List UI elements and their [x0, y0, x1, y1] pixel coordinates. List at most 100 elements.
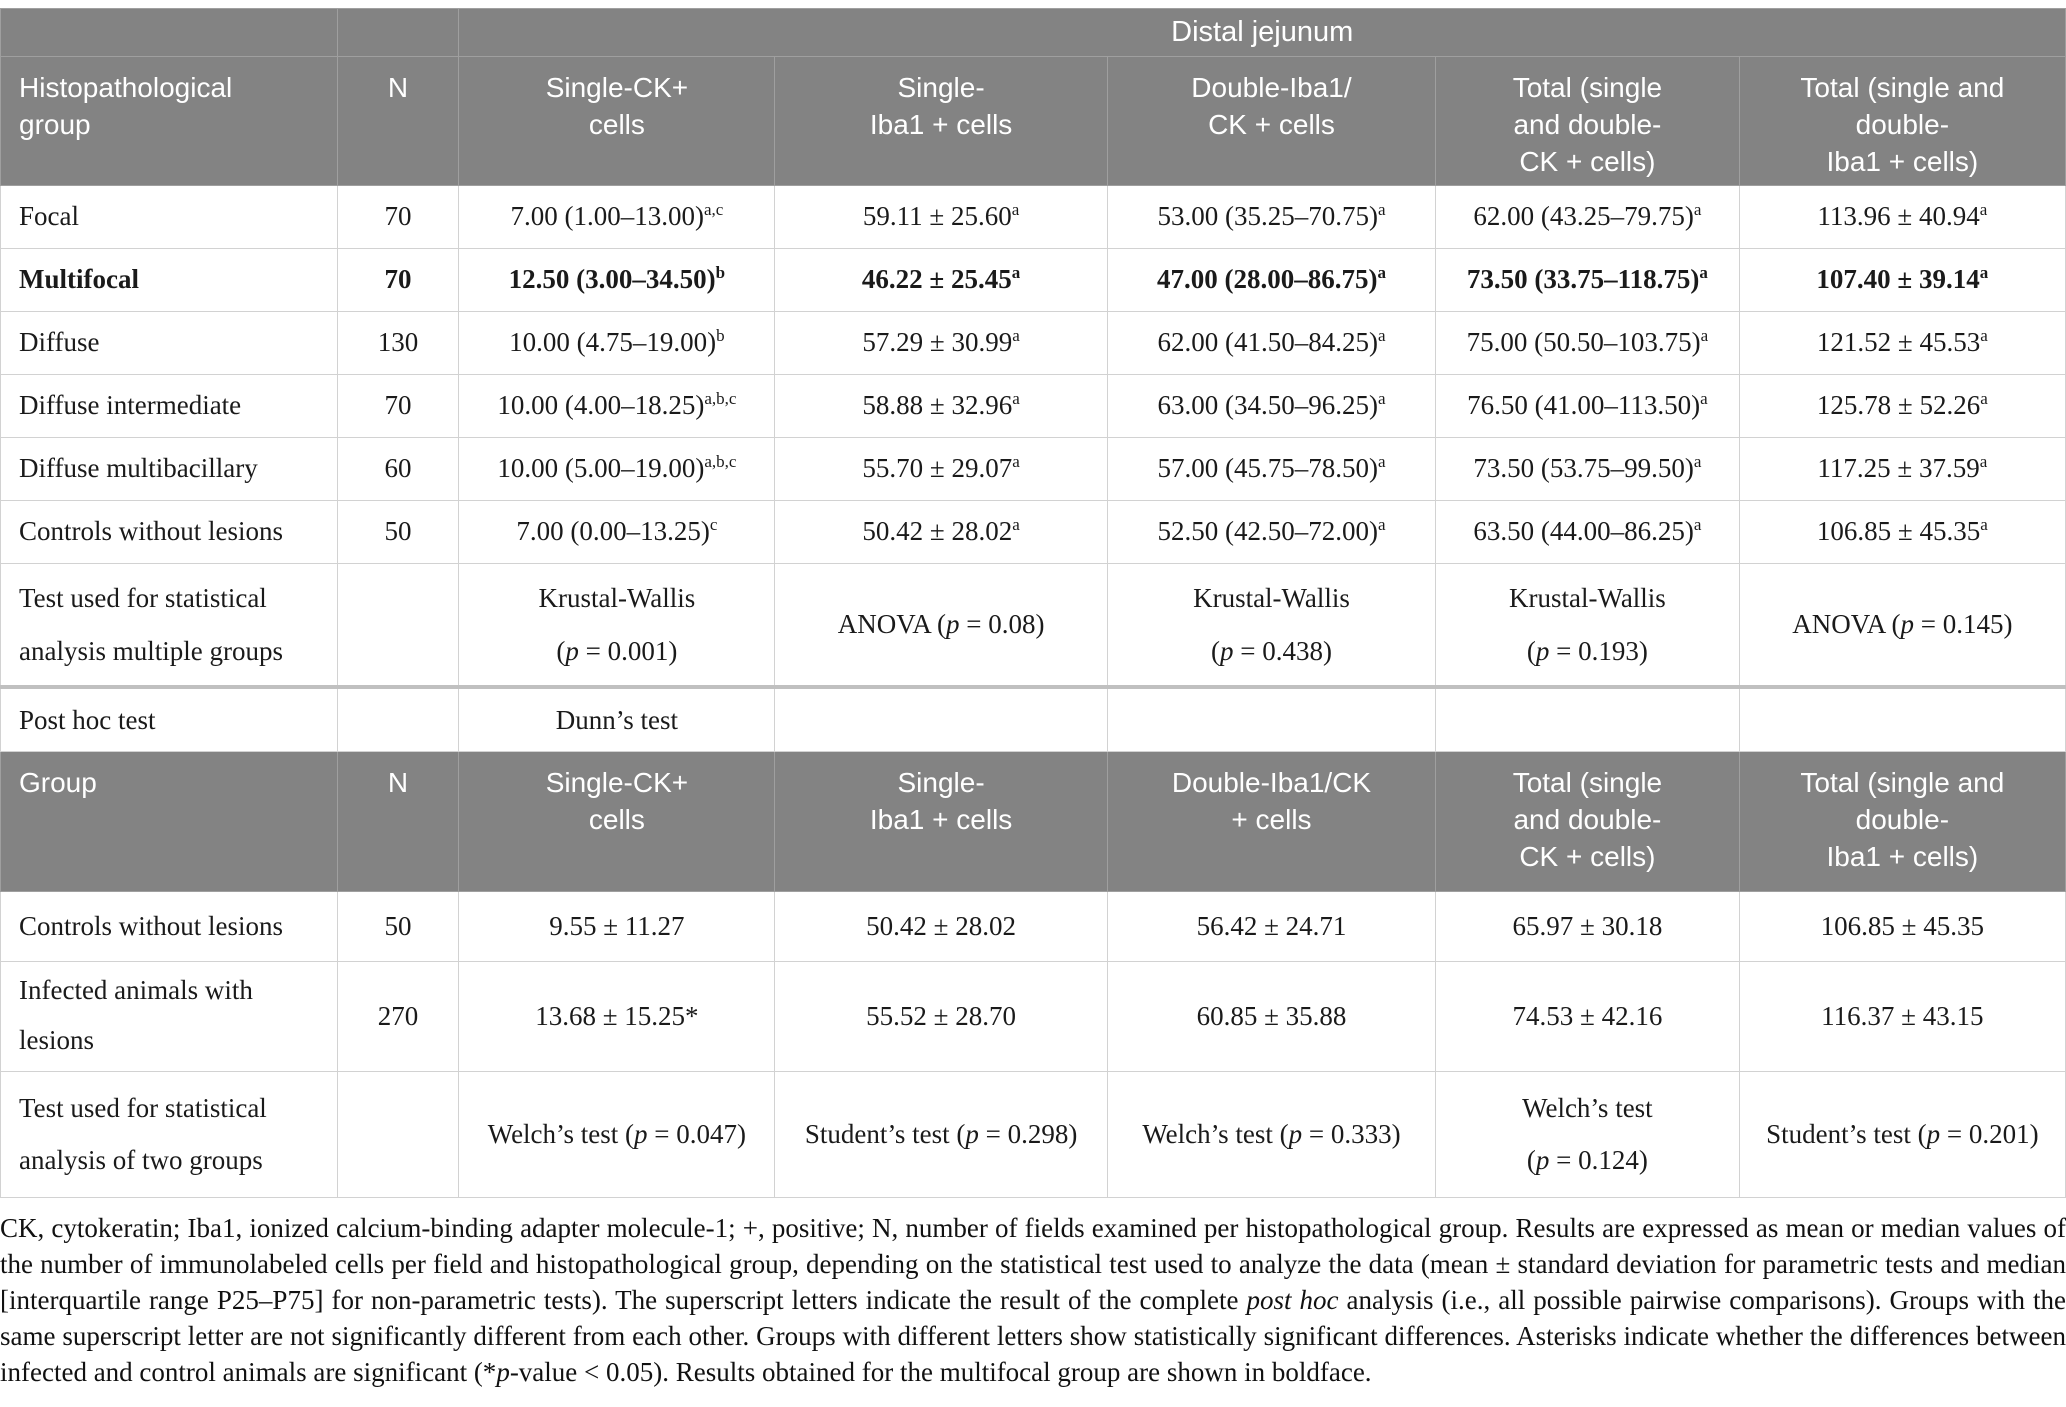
col-header-total-ck-cells-2: Total (single and double- CK + cells)	[1435, 750, 1740, 892]
cell: 125.78 ± 52.26a	[1738, 373, 2066, 438]
row-controls-without-lesions-2: Controls without lesions 50 9.55 ± 11.27…	[0, 890, 2066, 962]
cell: 270	[336, 960, 460, 1072]
cell: 57.00 (45.75–78.50)a	[1106, 436, 1437, 501]
cell: 63.00 (34.50–96.25)a	[1106, 373, 1437, 438]
cell: 10.00 (4.00–18.25)a,b,c	[458, 373, 776, 438]
cell: Student’s test (p = 0.298)	[774, 1070, 1108, 1198]
row-test-two-groups: Test used for statistical analysis of tw…	[0, 1070, 2066, 1198]
cell	[336, 1070, 460, 1198]
cell: 75.00 (50.50–103.75)a	[1435, 310, 1740, 375]
row-label: Test used for statistical analysis of tw…	[0, 1070, 338, 1198]
band-empty-cell-1	[0, 8, 338, 57]
cell	[1738, 685, 2066, 752]
col-header-total-iba1-cells: Total (single and double- Iba1 + cells)	[1738, 56, 2066, 186]
cell: 106.85 ± 45.35a	[1738, 499, 2066, 564]
row-infected-animals-with-lesions: Infected animals with lesions 270 13.68 …	[0, 960, 2066, 1072]
cell: 107.40 ± 39.14a	[1738, 247, 2066, 312]
cell: 59.11 ± 25.60a	[774, 184, 1108, 249]
band-empty-cell-2	[336, 8, 460, 57]
col-header-single-iba1-cells: Single- Iba1 + cells	[774, 56, 1108, 186]
col-header-histopathological-group: Histopathological group	[0, 56, 338, 186]
cell: Student’s test (p = 0.201)	[1738, 1070, 2066, 1198]
cell: 13.68 ± 15.25*	[458, 960, 776, 1072]
row-focal: Focal 70 7.00 (1.00–13.00)a,c 59.11 ± 25…	[0, 184, 2066, 249]
row-diffuse-multibacillary: Diffuse multibacillary 60 10.00 (5.00–19…	[0, 436, 2066, 501]
section2-header-row: Group N Single-CK+ cells Single- Iba1 + ce…	[0, 750, 2066, 892]
col-header-group: Group	[0, 750, 338, 892]
cell: 70	[336, 184, 460, 249]
cell: 73.50 (53.75–99.50)a	[1435, 436, 1740, 501]
cell: 12.50 (3.00–34.50)b	[458, 247, 776, 312]
cell: 55.52 ± 28.70	[774, 960, 1108, 1072]
row-label: Diffuse multibacillary	[0, 436, 338, 501]
cell: Welch’s test (p = 0.124)	[1435, 1070, 1740, 1198]
cell: 62.00 (43.25–79.75)a	[1435, 184, 1740, 249]
cell: Krustal-Wallis (p = 0.193)	[1435, 562, 1740, 688]
row-test-multiple-groups: Test used for statistical analysis multi…	[0, 562, 2066, 688]
row-label: Diffuse intermediate	[0, 373, 338, 438]
cell: 106.85 ± 45.35	[1738, 890, 2066, 962]
cell: 56.42 ± 24.71	[1106, 890, 1437, 962]
cell: 130	[336, 310, 460, 375]
results-table: Distal jejunum Histopathological group N …	[0, 8, 2066, 1198]
cell	[336, 685, 460, 752]
cell: 57.29 ± 30.99a	[774, 310, 1108, 375]
cell: 50.42 ± 28.02	[774, 890, 1108, 962]
cell: 76.50 (41.00–113.50)a	[1435, 373, 1740, 438]
col-header-double-iba1-ck-cells: Double-Iba1/CK + cells	[1106, 56, 1437, 186]
row-label: Test used for statistical analysis multi…	[0, 562, 338, 688]
cell: 70	[336, 247, 460, 312]
col-header-single-ck-cells-2: Single-CK+ cells	[458, 750, 776, 892]
cell: 116.37 ± 43.15	[1738, 960, 2066, 1072]
col-header-total-ck-cells: Total (single and double- CK + cells)	[1435, 56, 1740, 186]
section1-header-row: Histopathological group N Single-CK+ cells…	[0, 56, 2066, 186]
row-diffuse: Diffuse 130 10.00 (4.75–19.00)b 57.29 ± …	[0, 310, 2066, 375]
results-table-wrapper: Distal jejunum Histopathological group N …	[0, 8, 2066, 1390]
cell: Welch’s test (p = 0.047)	[458, 1070, 776, 1198]
cell: 60.85 ± 35.88	[1106, 960, 1437, 1072]
row-controls-without-lesions: Controls without lesions 50 7.00 (0.00–1…	[0, 499, 2066, 564]
cell: 74.53 ± 42.16	[1435, 960, 1740, 1072]
cell: 121.52 ± 45.53a	[1738, 310, 2066, 375]
cell	[1106, 685, 1437, 752]
table-footnote: CK, cytokeratin; Iba1, ionized calcium-b…	[0, 1212, 2066, 1387]
cell: Welch’s test (p = 0.333)	[1106, 1070, 1437, 1198]
cell: ANOVA (p = 0.145)	[1738, 562, 2066, 688]
cell: 52.50 (42.50–72.00)a	[1106, 499, 1437, 564]
row-label: Diffuse	[0, 310, 338, 375]
cell: 70	[336, 373, 460, 438]
cell: 9.55 ± 11.27	[458, 890, 776, 962]
row-label: Focal	[0, 184, 338, 249]
row-label: Infected animals with lesions	[0, 960, 338, 1072]
col-header-single-ck-cells: Single-CK+ cells	[458, 56, 776, 186]
cell: 46.22 ± 25.45a	[774, 247, 1108, 312]
row-multifocal: Multifocal 70 12.50 (3.00–34.50)b 46.22 …	[0, 247, 2066, 312]
cell: 73.50 (33.75–118.75)a	[1435, 247, 1740, 312]
col-header-total-iba1-cells-2: Total (single and double- Iba1 + cells)	[1738, 750, 2066, 892]
cell	[1435, 685, 1740, 752]
cell: 10.00 (5.00–19.00)a,b,c	[458, 436, 776, 501]
col-header-n-2: N	[336, 750, 460, 892]
cell: 55.70 ± 29.07a	[774, 436, 1108, 501]
cell	[774, 685, 1108, 752]
row-post-hoc-test: Post hoc test Dunn’s test	[0, 685, 2066, 752]
cell: 65.97 ± 30.18	[1435, 890, 1740, 962]
cell: 47.00 (28.00–86.75)a	[1106, 247, 1437, 312]
row-label: Controls without lesions	[0, 890, 338, 962]
col-header-n: N	[336, 56, 460, 186]
col-header-double-iba1-ck-cells-2: Double-Iba1/CK + cells	[1106, 750, 1437, 892]
cell: 7.00 (0.00–13.25)c	[458, 499, 776, 564]
row-label: Multifocal	[0, 247, 338, 312]
cell: 63.50 (44.00–86.25)a	[1435, 499, 1740, 564]
cell: 113.96 ± 40.94a	[1738, 184, 2066, 249]
cell: 62.00 (41.50–84.25)a	[1106, 310, 1437, 375]
cell: 53.00 (35.25–70.75)a	[1106, 184, 1437, 249]
cell: 58.88 ± 32.96a	[774, 373, 1108, 438]
cell: 50	[336, 890, 460, 962]
row-diffuse-intermediate: Diffuse intermediate 70 10.00 (4.00–18.2…	[0, 373, 2066, 438]
cell: 60	[336, 436, 460, 501]
cell: 117.25 ± 37.59a	[1738, 436, 2066, 501]
cell: Krustal-Wallis (p = 0.438)	[1106, 562, 1437, 688]
row-label: Post hoc test	[0, 685, 338, 752]
cell: Dunn’s test	[458, 685, 776, 752]
